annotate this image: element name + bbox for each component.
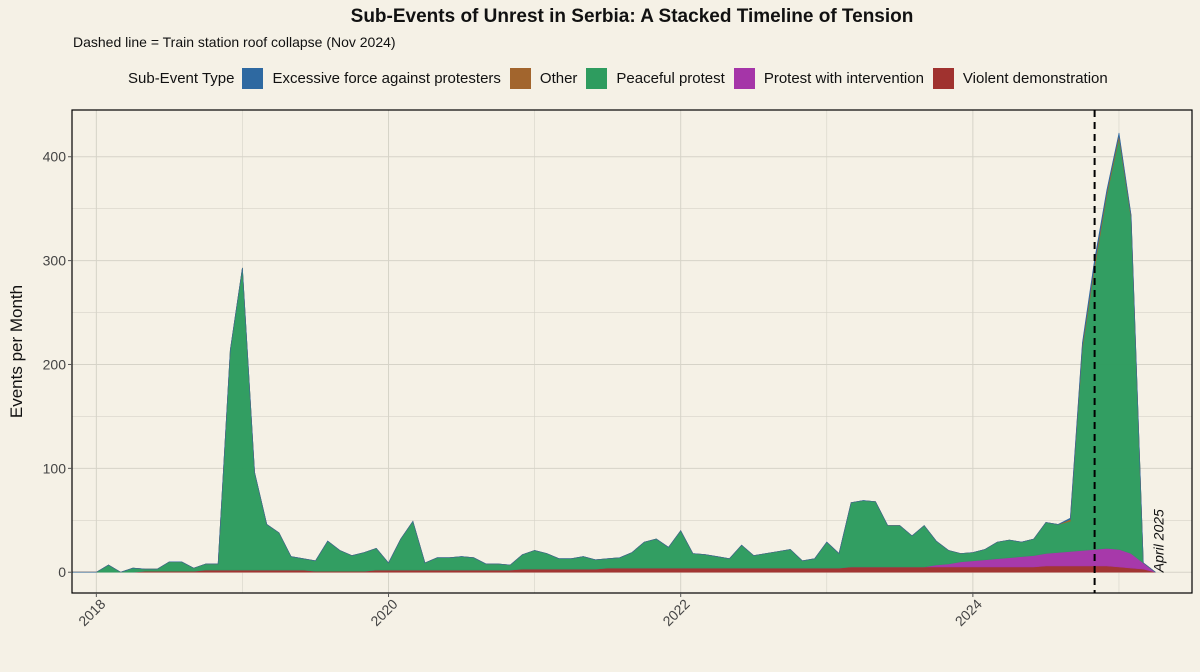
legend: Sub-Event Type Excessive force against p…	[128, 66, 1117, 90]
stacked-areas	[72, 132, 1156, 573]
legend-swatch	[733, 67, 755, 89]
legend-label: Protest with intervention	[763, 69, 924, 87]
legend-label: Excessive force against protesters	[272, 69, 501, 87]
legend-item-other: Other	[509, 67, 578, 89]
x-tick-label: 2024	[952, 596, 985, 629]
y-axis-label: Events per Month	[7, 285, 26, 418]
legend-item-violent-demonstration: Violent demonstration	[932, 67, 1108, 89]
y-tick-label: 400	[43, 149, 67, 165]
y-tick-label: 300	[43, 253, 67, 269]
legend-item-protest-with-intervention: Protest with intervention	[733, 67, 924, 89]
area-peaceful-protest	[72, 137, 1156, 573]
legend-swatch	[509, 67, 531, 89]
y-tick-label: 200	[43, 356, 67, 372]
legend-label: Other	[539, 69, 578, 87]
legend-swatch	[932, 67, 954, 89]
chart-subtitle: Dashed line = Train station roof collaps…	[73, 34, 396, 50]
legend-swatch	[586, 67, 608, 89]
area-excessive-force-against-protesters	[72, 132, 1156, 573]
x-tick-label: 2022	[659, 596, 692, 629]
legend-swatch	[242, 67, 264, 89]
legend-item-peaceful-protest: Peaceful protest	[586, 67, 725, 89]
legend-title: Sub-Event Type	[128, 69, 235, 87]
legend-item-excessive-force-against-protesters: Excessive force against protesters	[242, 67, 501, 89]
overlay: April 2025	[1093, 110, 1166, 593]
annotation-label: April 2025	[1150, 509, 1166, 573]
x-tick-label: 2020	[367, 596, 400, 629]
chart-title: Sub-Events of Unrest in Serbia: A Stacke…	[350, 6, 914, 27]
x-tick-label: 2018	[75, 596, 108, 629]
legend-label: Peaceful protest	[616, 69, 725, 87]
y-tick-label: 0	[58, 564, 66, 580]
legend-items: Excessive force against protesters Other P…	[242, 67, 1116, 89]
y-tick-label: 100	[43, 460, 67, 476]
legend-label: Violent demonstration	[962, 69, 1108, 87]
plot-frame	[71, 109, 1193, 594]
